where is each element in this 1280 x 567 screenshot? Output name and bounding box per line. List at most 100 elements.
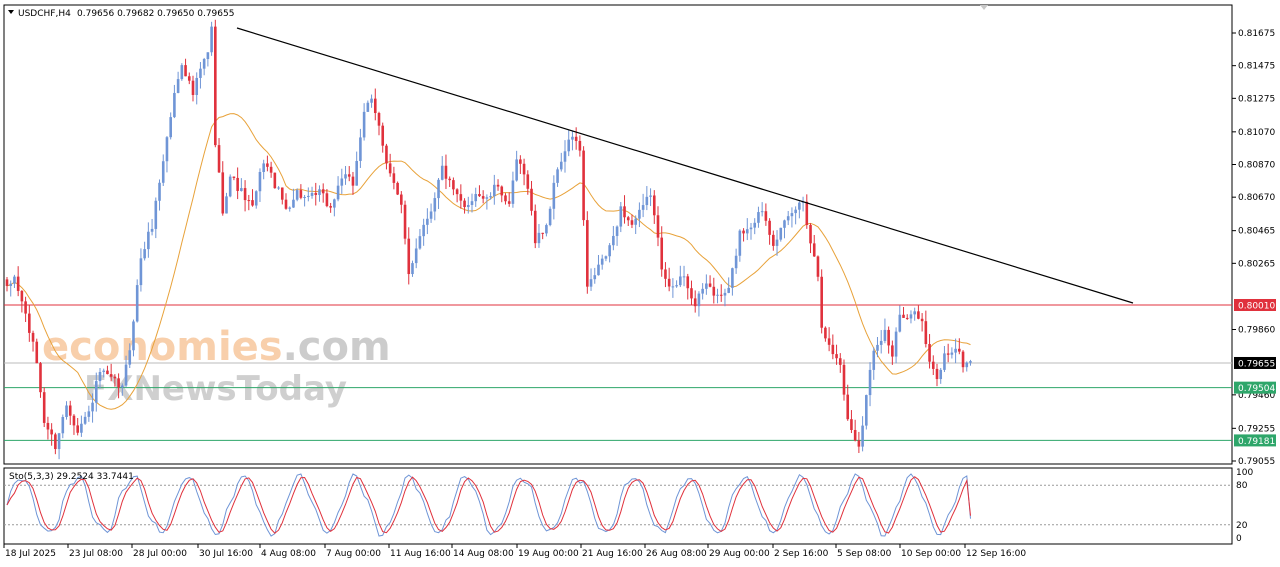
candle-body xyxy=(340,178,344,186)
candle-body xyxy=(905,317,909,319)
candle-body xyxy=(478,194,481,197)
candle-body xyxy=(719,294,723,296)
candle-body xyxy=(463,200,466,208)
candle-body xyxy=(269,166,273,173)
candle-body xyxy=(72,415,76,426)
candle-body xyxy=(909,314,913,319)
price-badge-label: 0.79504 xyxy=(1238,384,1275,394)
candle-body xyxy=(411,263,414,275)
candle-body xyxy=(262,163,265,172)
candle-body xyxy=(347,174,351,177)
candle-body xyxy=(552,182,556,209)
candle-body xyxy=(853,429,857,441)
candle-body xyxy=(511,180,515,204)
time-tick-label: 23 Jul 08:00 xyxy=(69,549,123,559)
price-badge xyxy=(1234,298,1276,311)
candle-body xyxy=(779,227,783,240)
candle-body xyxy=(132,321,135,351)
candle-body xyxy=(608,245,611,257)
candle-body xyxy=(373,98,377,114)
candle-body xyxy=(333,199,336,208)
price-badges: 0.80010 0.79655 0.79504 0.79181 xyxy=(1234,298,1276,447)
time-tick-label: 21 Aug 16:00 xyxy=(582,549,643,559)
price-tick-label: 0.79460 xyxy=(1238,391,1275,401)
candle-body xyxy=(604,256,608,259)
oscillator-label: Sto(5,3,3) 29.2524 33.7441 xyxy=(9,472,134,482)
candle-body xyxy=(191,80,195,95)
time-tick-label: 2 Sep 16:00 xyxy=(774,549,829,559)
ohlc-label: 0.79656 0.79682 0.79650 0.79655 xyxy=(77,9,234,19)
candle-body xyxy=(705,283,708,289)
candle-body xyxy=(556,169,559,183)
stochastic-main-line xyxy=(6,473,971,537)
candle-body xyxy=(325,193,329,207)
candle-body xyxy=(742,230,745,234)
candle-body xyxy=(783,220,786,228)
candle-body xyxy=(571,136,574,140)
candle-body xyxy=(582,150,585,221)
candle-body xyxy=(574,136,578,141)
candle-body xyxy=(656,215,660,238)
candle-body xyxy=(850,419,853,430)
candle-body xyxy=(496,184,500,187)
candle-body xyxy=(701,288,704,294)
candle-body xyxy=(887,329,890,346)
candle-body xyxy=(865,395,868,426)
candle-body xyxy=(437,179,440,199)
time-tick-label: 5 Sep 08:00 xyxy=(837,549,892,559)
candle-body xyxy=(753,222,757,228)
candle-body xyxy=(128,350,132,365)
candle-body xyxy=(195,77,199,95)
candle-body xyxy=(54,434,57,450)
candle-body xyxy=(392,173,396,183)
candle-body xyxy=(199,68,202,78)
candle-body xyxy=(745,229,749,234)
candle-body xyxy=(928,344,931,362)
candle-body xyxy=(113,376,117,379)
candle-body xyxy=(381,125,385,146)
candle-body xyxy=(299,190,303,198)
main-pane-frame xyxy=(3,4,1233,465)
candle-body xyxy=(567,139,571,152)
candle-body xyxy=(210,26,213,53)
candle-body xyxy=(917,311,920,319)
price-tick-label: 0.81070 xyxy=(1238,128,1275,138)
candle-body xyxy=(68,405,72,416)
price-badge xyxy=(1234,356,1276,369)
candle-body xyxy=(969,361,972,363)
price-tick-label: 0.81475 xyxy=(1238,62,1275,72)
candle-body xyxy=(530,188,533,211)
candle-body xyxy=(913,311,916,315)
price-badge xyxy=(1234,434,1276,447)
candle-body xyxy=(559,161,563,170)
time-tick-label: 12 Sep 16:00 xyxy=(966,549,1026,559)
candle-body xyxy=(827,338,831,345)
time-tick-label: 14 Aug 08:00 xyxy=(453,549,514,559)
candle-body xyxy=(831,344,835,355)
candle-body xyxy=(251,200,254,206)
time-tick-label: 26 Aug 08:00 xyxy=(646,549,707,559)
candle-body xyxy=(686,276,690,289)
watermark-brand-part1: economies xyxy=(42,324,283,370)
candle-body xyxy=(273,172,277,189)
horizontal-lines xyxy=(4,304,1232,441)
candle-body xyxy=(515,159,518,181)
candle-body xyxy=(734,255,738,269)
candle-body xyxy=(749,227,753,230)
candle-body xyxy=(61,417,65,434)
candle-body xyxy=(161,161,165,183)
candle-body xyxy=(857,440,861,447)
price-tick-label: 0.81675 xyxy=(1238,29,1275,39)
dropdown-triangle-icon[interactable] xyxy=(8,10,14,14)
candle-body xyxy=(124,364,128,386)
candle-body xyxy=(243,188,247,201)
candle-body xyxy=(176,79,180,93)
candle-body xyxy=(109,374,113,377)
candle-body xyxy=(679,276,682,286)
candle-body xyxy=(254,191,258,206)
oscillator-pane-frame xyxy=(3,467,1233,545)
candle-body xyxy=(135,285,139,322)
candle-body xyxy=(950,352,954,355)
candle-body xyxy=(716,294,719,296)
watermark-subbrand: FXNewsToday xyxy=(84,369,347,409)
